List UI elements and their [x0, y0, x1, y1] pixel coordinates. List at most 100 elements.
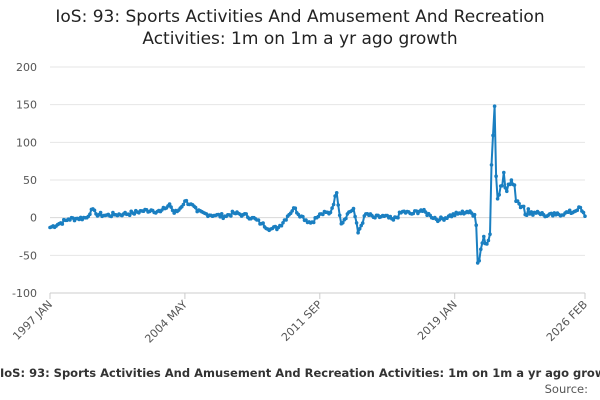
data-point — [328, 210, 333, 215]
data-point — [517, 201, 521, 206]
data-point — [524, 213, 529, 217]
data-point — [452, 213, 457, 218]
data-point — [502, 170, 506, 175]
data-point — [423, 210, 428, 214]
data-point — [449, 214, 454, 219]
data-point — [337, 213, 342, 218]
x-tick-label: 2011 SEP — [279, 298, 325, 344]
data-point — [529, 210, 534, 214]
data-point — [273, 224, 278, 229]
data-point — [357, 227, 362, 231]
data-point — [193, 205, 198, 210]
data-point — [261, 221, 265, 225]
y-tick-label: 0 — [30, 212, 37, 225]
data-point — [290, 209, 295, 213]
data-point — [344, 216, 348, 221]
y-tick-label: 50 — [23, 174, 37, 187]
data-point — [229, 214, 233, 218]
data-point — [489, 163, 494, 167]
data-point — [551, 213, 555, 218]
data-point — [567, 208, 572, 213]
data-point — [479, 247, 483, 252]
data-point — [279, 223, 284, 228]
series-line — [49, 105, 586, 264]
data-point — [184, 198, 189, 203]
data-point — [169, 205, 173, 209]
data-point — [331, 202, 336, 207]
data-point — [486, 238, 491, 243]
data-point — [503, 186, 508, 190]
data-point — [583, 214, 587, 218]
data-point — [92, 208, 97, 213]
data-point — [281, 221, 285, 225]
data-point — [218, 215, 222, 219]
data-point — [336, 203, 341, 207]
data-point — [256, 218, 261, 222]
x-tick-label: 2004 MAY — [142, 298, 190, 346]
data-point — [494, 174, 498, 178]
y-tick-label: 150 — [16, 99, 37, 112]
data-point — [469, 211, 474, 215]
data-point — [495, 197, 500, 201]
data-point — [353, 214, 357, 219]
data-point — [219, 212, 224, 216]
legend-label: IoS: 93: Sports Activities And Amusement… — [0, 366, 600, 380]
data-point — [512, 183, 517, 187]
data-point — [581, 210, 586, 215]
data-point — [132, 212, 137, 216]
data-point — [311, 220, 316, 225]
data-point — [411, 211, 416, 216]
data-point — [505, 189, 509, 194]
data-point — [526, 207, 531, 211]
data-point — [60, 222, 65, 226]
x-tick-label: 2019 JAN — [415, 298, 460, 343]
data-point — [482, 234, 486, 239]
data-point — [391, 218, 396, 222]
data-point — [181, 202, 186, 207]
data-point — [508, 182, 512, 187]
chart-title: IoS: 93: Sports Activities And Amusement… — [55, 7, 545, 49]
data-point — [492, 104, 497, 108]
data-point — [437, 218, 442, 222]
data-point — [474, 223, 479, 227]
data-point — [515, 199, 520, 203]
y-tick-label: -50 — [19, 249, 37, 262]
data-point — [284, 218, 288, 222]
data-point — [488, 232, 492, 236]
data-point — [521, 204, 526, 209]
data-point — [497, 192, 502, 197]
x-tick-label: 2026 FEB — [544, 298, 590, 344]
data-point — [480, 241, 485, 245]
data-point — [485, 242, 489, 246]
data-point — [170, 208, 175, 213]
data-point — [293, 206, 298, 210]
y-tick-label: -100 — [12, 287, 37, 300]
data-point — [491, 133, 495, 138]
data-point — [109, 214, 114, 219]
data-point — [509, 178, 514, 182]
data-point — [531, 213, 535, 217]
data-point — [334, 191, 339, 195]
data-point — [341, 220, 345, 225]
data-point — [301, 214, 305, 219]
data-point — [333, 194, 337, 198]
data-point — [578, 205, 583, 210]
y-tick-label: 100 — [16, 136, 37, 149]
data-point — [472, 212, 477, 217]
data-point — [127, 213, 132, 218]
data-point — [396, 215, 400, 220]
data-point — [330, 206, 334, 210]
data-point — [88, 212, 92, 216]
data-point — [351, 206, 356, 211]
data-point — [244, 212, 248, 216]
source-label: Source: — [544, 382, 588, 396]
data-point — [98, 210, 103, 215]
series-layer — [48, 104, 587, 265]
data-point — [356, 230, 360, 235]
data-point — [360, 221, 365, 225]
data-point — [500, 183, 505, 188]
data-point — [167, 202, 172, 206]
